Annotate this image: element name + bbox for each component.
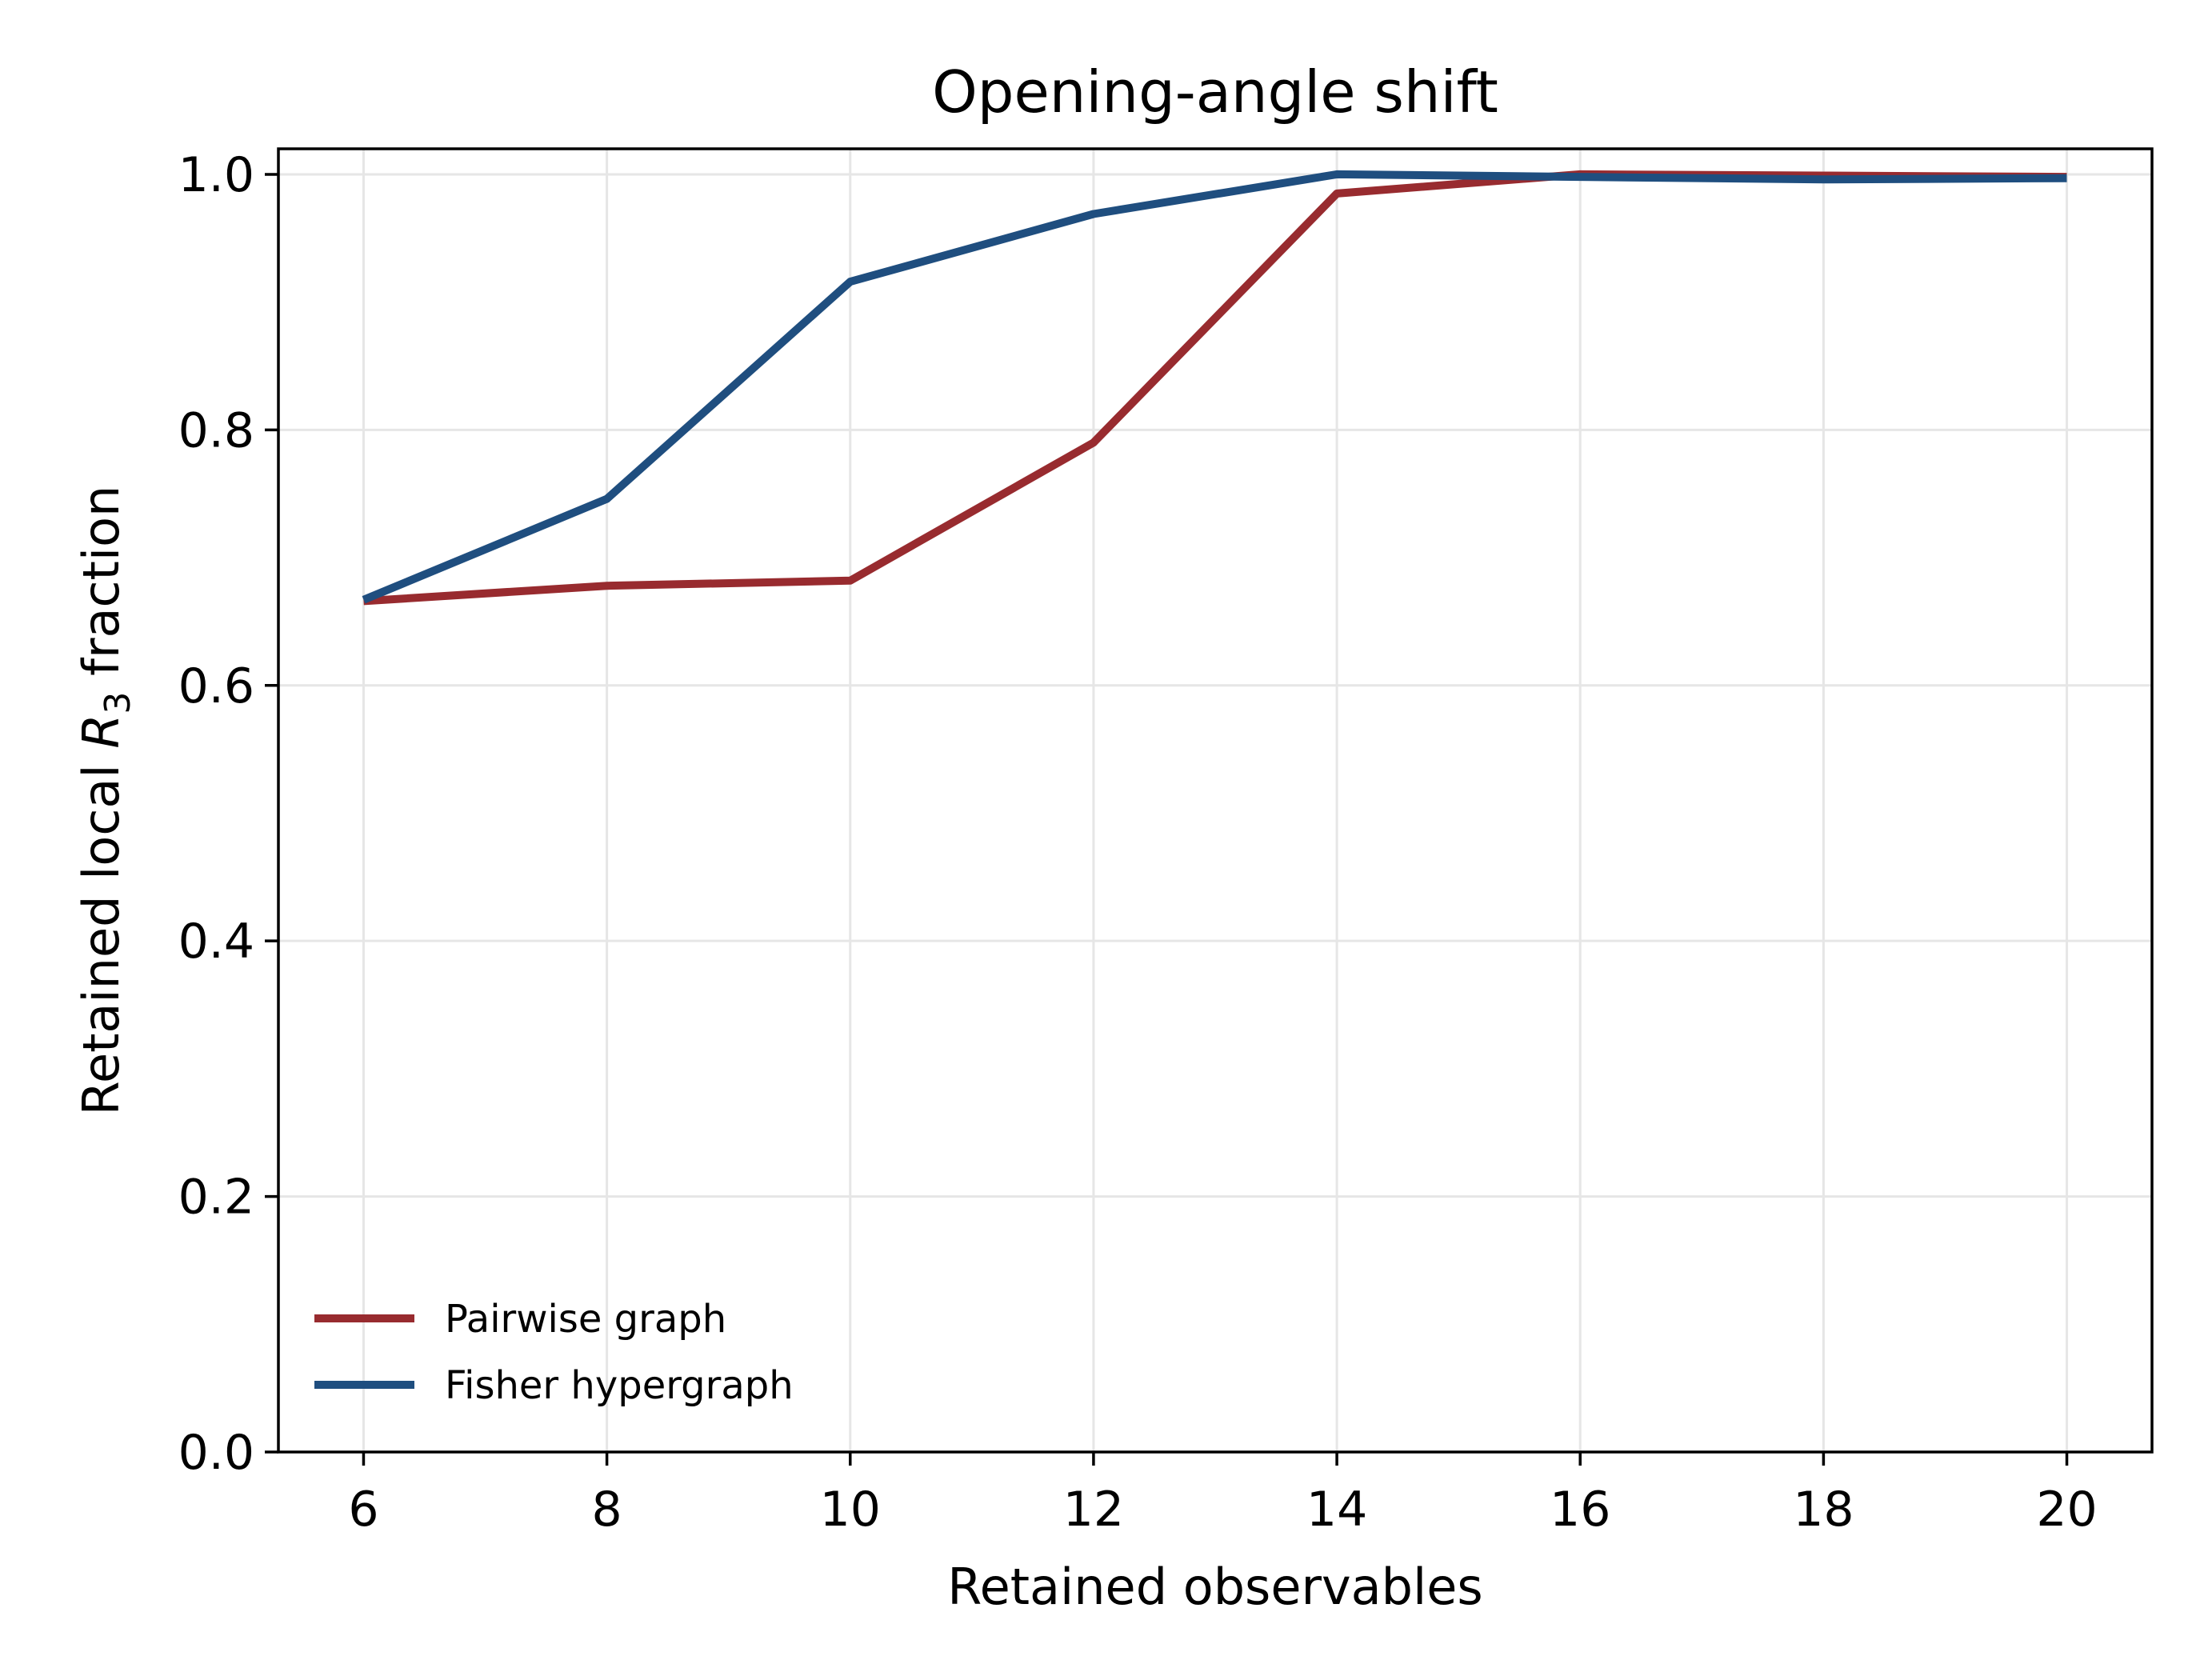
plot-frame: [277, 147, 2154, 1454]
y-tick-label: 0.6: [178, 658, 254, 714]
x-axis: 6 8 10 12 14 16 18 20: [348, 1452, 2098, 1538]
x-tick-label: 18: [1793, 1482, 1854, 1538]
y-tick-label: 0.8: [178, 402, 254, 458]
y-axis-label-suffix: fraction: [72, 486, 130, 692]
legend: Pairwise graph Fisher hypergraph: [314, 1297, 794, 1408]
y-axis-label-symbol: R: [72, 714, 130, 749]
y-tick-label: 0.0: [178, 1425, 254, 1481]
x-tick-label: 6: [348, 1482, 378, 1538]
x-tick-label: 12: [1063, 1482, 1124, 1538]
x-tick-label: 20: [2036, 1482, 2097, 1538]
x-tick-label: 16: [1550, 1482, 1610, 1538]
y-axis: 0.0 0.2 0.4 0.6 0.8 1.0: [178, 147, 278, 1481]
series-line-fisher: [362, 170, 2067, 604]
y-tick-label: 0.2: [178, 1170, 254, 1226]
y-axis-label-prefix: Retained local: [72, 749, 130, 1116]
legend-label-pairwise: Pairwise graph: [445, 1297, 726, 1342]
y-axis-label-subscript: 3: [98, 692, 138, 714]
y-axis-label: Retained local R3 fraction: [72, 486, 138, 1116]
x-tick-label: 8: [592, 1482, 622, 1538]
x-tick-label: 10: [820, 1482, 881, 1538]
series-lines: [362, 170, 2067, 606]
x-tick-label: 14: [1306, 1482, 1367, 1538]
y-tick-label: 0.4: [178, 914, 254, 970]
chart-title: Opening-angle shift: [932, 58, 1498, 126]
legend-label-fisher: Fisher hypergraph: [445, 1363, 794, 1408]
x-axis-label: Retained observables: [947, 1558, 1482, 1616]
y-tick-label: 1.0: [178, 147, 254, 203]
